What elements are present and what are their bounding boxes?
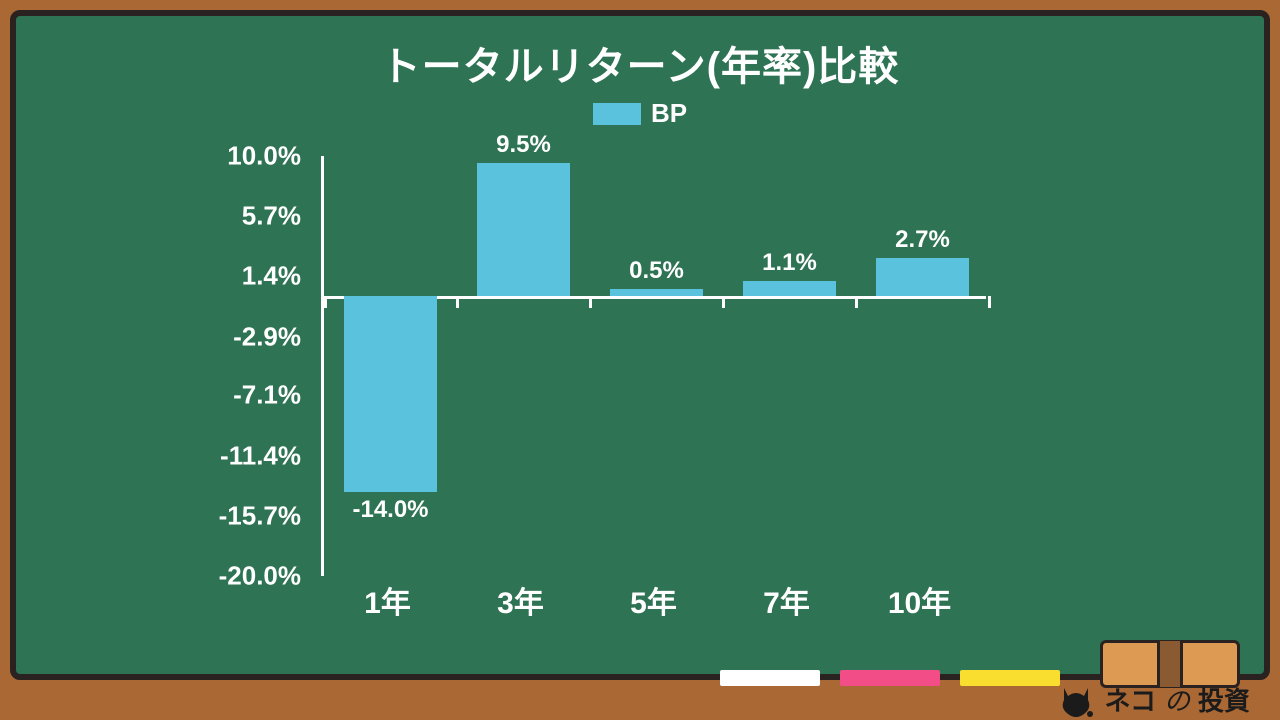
y-tick-label: -11.4%: [151, 440, 311, 471]
bar: [743, 281, 836, 296]
brand-text-1: ネコ: [1104, 681, 1155, 718]
plot-area: -14.0%9.5%0.5%1.1%2.7%: [321, 156, 986, 576]
bar: [610, 289, 703, 296]
x-category-label: 5年: [630, 578, 677, 622]
x-tick-mark: [324, 296, 327, 308]
y-axis: 10.0%5.7%1.4%-2.9%-7.1%-11.4%-15.7%-20.0…: [151, 156, 311, 576]
bar: [876, 258, 969, 296]
chart: 10.0%5.7%1.4%-2.9%-7.1%-11.4%-15.7%-20.0…: [156, 156, 986, 616]
chalk-white: [720, 670, 820, 686]
bar-value-label: 9.5%: [496, 131, 551, 159]
bar-value-label: 2.7%: [895, 226, 950, 254]
brand-text-3: 投資: [1198, 681, 1250, 718]
bar-value-label: 1.1%: [762, 249, 817, 277]
x-tick-mark: [456, 296, 459, 308]
x-axis: 1年3年5年7年10年: [321, 576, 986, 616]
x-category-label: 7年: [763, 578, 810, 622]
x-tick-mark: [988, 296, 991, 308]
y-tick-label: -7.1%: [151, 380, 311, 411]
y-tick-label: 1.4%: [151, 261, 311, 292]
y-tick-label: -20.0%: [151, 561, 311, 592]
legend: BP: [16, 98, 1264, 129]
bar: [477, 163, 570, 296]
cat-icon: [1058, 686, 1094, 718]
bar-value-label: -14.0%: [352, 496, 428, 524]
x-tick-mark: [855, 296, 858, 308]
x-tick-mark: [589, 296, 592, 308]
x-category-label: 1年: [364, 578, 411, 622]
brand-text-2: の: [1164, 681, 1190, 718]
x-tick-mark: [722, 296, 725, 308]
chalk-tray: [720, 670, 1060, 686]
y-tick-label: -15.7%: [151, 500, 311, 531]
legend-swatch: [593, 103, 641, 125]
bar: [344, 296, 437, 492]
x-category-label: 3年: [497, 578, 544, 622]
chalkboard: トータルリターン(年率)比較 BP 10.0%5.7%1.4%-2.9%-7.1…: [10, 10, 1270, 680]
legend-label: BP: [651, 98, 687, 129]
chalk-yellow: [960, 670, 1060, 686]
y-tick-label: 5.7%: [151, 201, 311, 232]
chart-title: トータルリターン(年率)比較: [16, 34, 1264, 92]
y-tick-label: 10.0%: [151, 141, 311, 172]
brand-logo: ネコ の 投資: [1058, 681, 1250, 718]
x-category-label: 10年: [888, 578, 951, 622]
bar-value-label: 0.5%: [629, 257, 684, 285]
chalk-pink: [840, 670, 940, 686]
y-tick-label: -2.9%: [151, 321, 311, 352]
